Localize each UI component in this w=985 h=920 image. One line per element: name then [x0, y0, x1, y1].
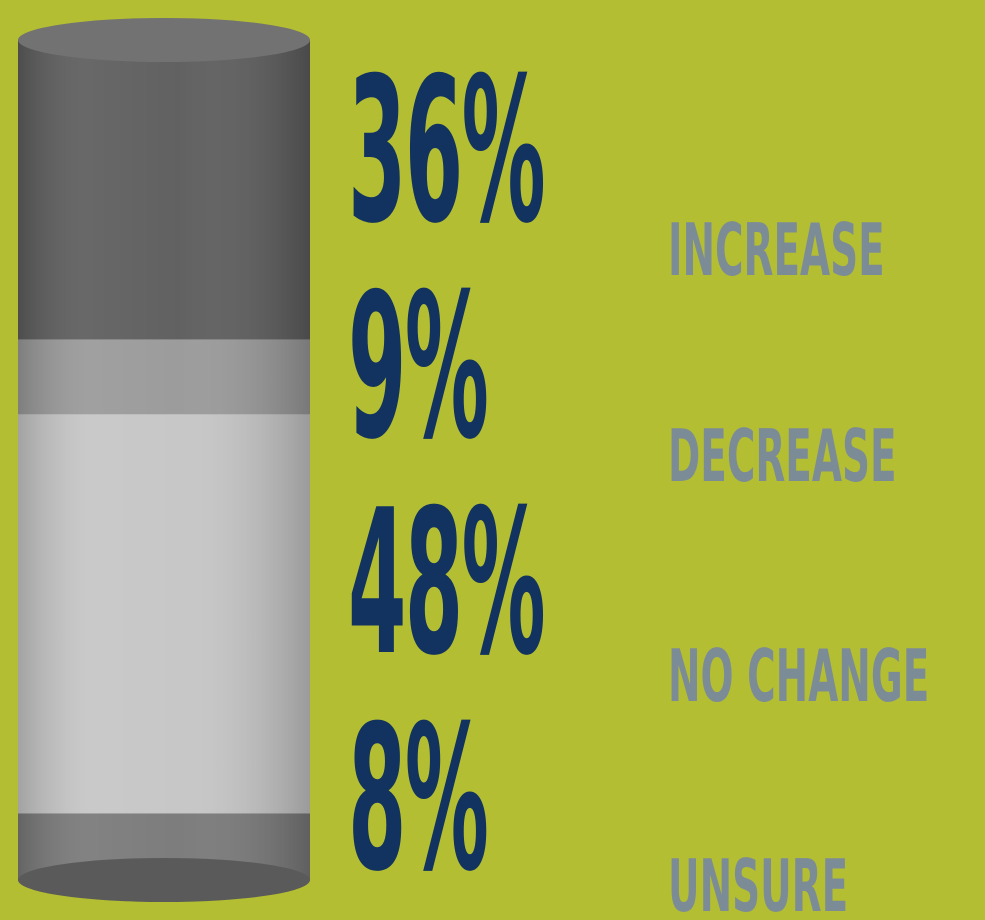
percent-decrease: 9% [348, 251, 489, 484]
label-increase: INCREASE [668, 208, 885, 292]
percent-no-change: 48% [348, 467, 546, 700]
cylinder-bottom [18, 858, 310, 902]
label-no-change: NO CHANGE [668, 634, 930, 718]
percent-increase: 36% [348, 35, 546, 268]
percent-unsure: 8% [348, 683, 489, 916]
label-decrease: DECREASE [668, 414, 897, 498]
cylinder-top [18, 18, 310, 62]
label-unsure: UNSURE [668, 844, 849, 920]
cylinder-shading [18, 40, 310, 880]
